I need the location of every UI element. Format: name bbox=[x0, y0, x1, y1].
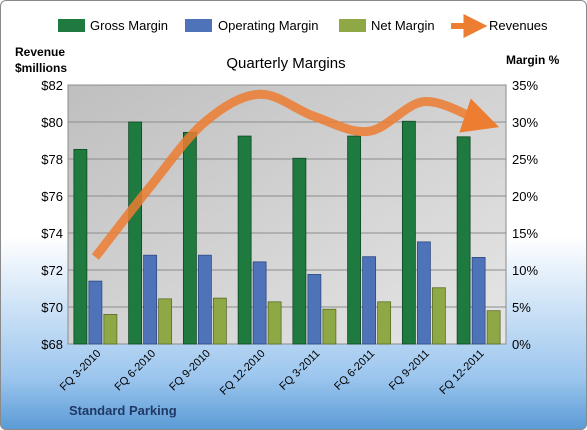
revenues-line bbox=[91, 89, 500, 260]
bar-net-margin bbox=[103, 313, 118, 345]
right-axis-title: Margin % bbox=[506, 53, 560, 67]
right-axis-ticks: 0% 5% 10% 15% 20% 25% 30% 35% bbox=[512, 78, 538, 352]
category-label: FQ 6-2010 bbox=[113, 348, 159, 394]
bar-net-margin bbox=[158, 298, 173, 345]
bar-gross-margin bbox=[347, 135, 362, 345]
left-tick-label: $76 bbox=[41, 189, 63, 204]
bar-gross-margin bbox=[182, 131, 197, 345]
left-tick-label: $74 bbox=[41, 226, 63, 241]
left-tick-label: $70 bbox=[41, 300, 63, 315]
category-label: FQ 3-2011 bbox=[277, 348, 322, 393]
legend-label-operating-margin: Operating Margin bbox=[218, 18, 318, 33]
right-tick-label: 15% bbox=[512, 226, 538, 241]
legend-label-revenues: Revenues bbox=[489, 18, 548, 33]
legend-label-net-margin: Net Margin bbox=[371, 18, 435, 33]
right-tick-label: 5% bbox=[512, 300, 531, 315]
legend-swatch-operating-margin bbox=[185, 19, 212, 32]
right-tick-label: 10% bbox=[512, 263, 538, 278]
category-label: FQ 3-2010 bbox=[58, 348, 104, 394]
legend-swatch-net-margin bbox=[339, 19, 366, 32]
bars-layer bbox=[73, 120, 501, 345]
bar-gross-margin bbox=[456, 136, 471, 345]
bar-gross-margin bbox=[128, 121, 143, 345]
legend: Gross Margin Operating Margin Net Margin… bbox=[58, 14, 548, 38]
bar-operating-margin bbox=[307, 274, 322, 345]
bar-operating-margin bbox=[197, 254, 212, 345]
bar-gross-margin bbox=[292, 157, 307, 345]
category-labels: FQ 3-2010 FQ 6-2010 FQ 9-2010 FQ 12-2010 FQ … bbox=[58, 348, 487, 398]
bar-operating-margin bbox=[88, 280, 103, 345]
bar-operating-margin bbox=[362, 256, 377, 345]
left-tick-label: $78 bbox=[41, 152, 63, 167]
category-label: FQ 9-2011 bbox=[387, 348, 432, 393]
left-tick-label: $82 bbox=[41, 78, 63, 93]
chart-footer: Standard Parking bbox=[69, 403, 177, 418]
line-layer bbox=[91, 89, 500, 260]
left-axis-ticks: $68 $70 $72 $74 $76 $78 $80 $82 bbox=[41, 78, 63, 352]
category-label: FQ 9-2010 bbox=[167, 348, 213, 394]
left-axis-title-line2: $millions bbox=[15, 61, 67, 75]
left-tick-label: $68 bbox=[41, 337, 63, 352]
bar-gross-margin bbox=[73, 148, 88, 345]
bar-operating-margin bbox=[471, 257, 486, 345]
bar-net-margin bbox=[431, 287, 446, 345]
bar-operating-margin bbox=[252, 261, 267, 345]
category-label: FQ 12-2011 bbox=[437, 348, 486, 397]
bar-net-margin bbox=[322, 308, 337, 345]
bar-net-margin bbox=[267, 301, 282, 345]
bar-operating-margin bbox=[416, 241, 431, 345]
category-label: FQ 6-2011 bbox=[332, 348, 377, 393]
right-tick-label: 20% bbox=[512, 189, 538, 204]
right-tick-label: 25% bbox=[512, 152, 538, 167]
bar-operating-margin bbox=[143, 254, 158, 345]
legend-swatch-gross-margin bbox=[58, 19, 85, 32]
bar-net-margin bbox=[377, 301, 392, 345]
chart-title: Quarterly Margins bbox=[226, 55, 345, 72]
bar-net-margin bbox=[212, 297, 227, 345]
category-label: FQ 12-2010 bbox=[218, 348, 268, 398]
legend-label-gross-margin: Gross Margin bbox=[90, 18, 168, 33]
bar-gross-margin bbox=[401, 120, 416, 345]
left-tick-label: $72 bbox=[41, 263, 63, 278]
bar-net-margin bbox=[486, 310, 501, 345]
left-tick-label: $80 bbox=[41, 115, 63, 130]
left-axis-title-line1: Revenue bbox=[15, 45, 65, 59]
right-tick-label: 30% bbox=[512, 115, 538, 130]
right-tick-label: 0% bbox=[512, 337, 531, 352]
right-tick-label: 35% bbox=[512, 78, 538, 93]
bar-gross-margin bbox=[237, 135, 252, 345]
